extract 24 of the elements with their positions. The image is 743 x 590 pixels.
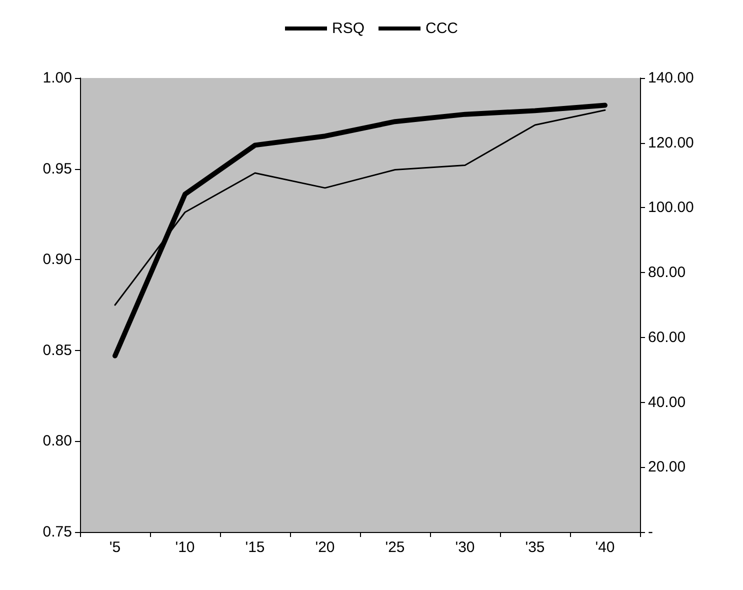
y2-tick-label: - bbox=[648, 524, 653, 540]
y2-tick-label: 120.00 bbox=[648, 134, 694, 152]
y-tick-label: 0.75 bbox=[42, 524, 72, 540]
y2-tick-label: 140.00 bbox=[648, 70, 694, 86]
y-tick-label: 0.80 bbox=[42, 432, 72, 450]
y2-tick-label: 60.00 bbox=[648, 328, 686, 346]
x-tick-label: '25 bbox=[385, 539, 405, 556]
x-tick-label: '20 bbox=[315, 539, 335, 556]
y-tick-label: 0.95 bbox=[42, 160, 72, 178]
x-tick-label: '30 bbox=[455, 539, 475, 556]
x-tick-label: '10 bbox=[175, 539, 195, 556]
y2-tick-label: 40.00 bbox=[648, 394, 686, 411]
x-tick-label: '5 bbox=[109, 539, 121, 556]
y2-tick-label: 20.00 bbox=[648, 458, 686, 476]
legend-label: CCC bbox=[426, 20, 458, 37]
y-tick-label: 1.00 bbox=[42, 70, 72, 86]
x-tick-label: '40 bbox=[595, 539, 615, 556]
legend-label: RSQ bbox=[332, 20, 365, 37]
x-tick-label: '35 bbox=[525, 539, 545, 556]
y2-tick-label: 100.00 bbox=[648, 199, 694, 216]
y2-tick-label: 80.00 bbox=[648, 264, 686, 282]
x-tick-label: '15 bbox=[245, 539, 265, 556]
y-tick-label: 0.90 bbox=[42, 251, 72, 268]
y-tick-label: 0.85 bbox=[42, 342, 72, 359]
